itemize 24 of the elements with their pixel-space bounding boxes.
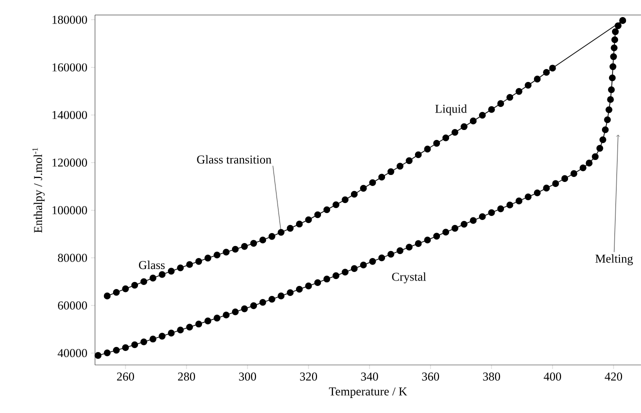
x-tick-label: 260 (117, 372, 134, 381)
y-tick-label: 140000 (52, 110, 88, 120)
x-tick-label: 280 (178, 372, 196, 381)
y-tick-label: 40000 (58, 349, 88, 358)
y-axis-title: Enthalpy / J.mol$^{-1}$ (32, 148, 45, 233)
y-tick-label: 160000 (52, 63, 88, 72)
x-tick-label: 420 (604, 372, 622, 381)
y-tick-label: 60000 (58, 301, 88, 310)
annotation: Liquid (435, 104, 467, 116)
y-tick-label: 100000 (52, 206, 88, 214)
x-tick-label: 300 (239, 372, 256, 381)
annotation: Crystal (392, 272, 426, 284)
y-tick-label: 180000 (52, 16, 88, 24)
x-axis-title: Temperature / K (328, 387, 408, 398)
x-tick-label: 340 (361, 372, 378, 381)
x-tick-label: 320 (300, 372, 318, 381)
x-tick-label: 400 (544, 372, 562, 381)
y-tick-label: 80000 (58, 254, 88, 262)
x-tick-label: 380 (483, 372, 500, 381)
annotation: Glass transition (197, 155, 272, 164)
annotation: Melting (595, 254, 633, 266)
x-tick-label: 360 (422, 372, 440, 381)
annotation: Glass (138, 260, 165, 270)
y-tick-label: 120000 (52, 158, 88, 167)
